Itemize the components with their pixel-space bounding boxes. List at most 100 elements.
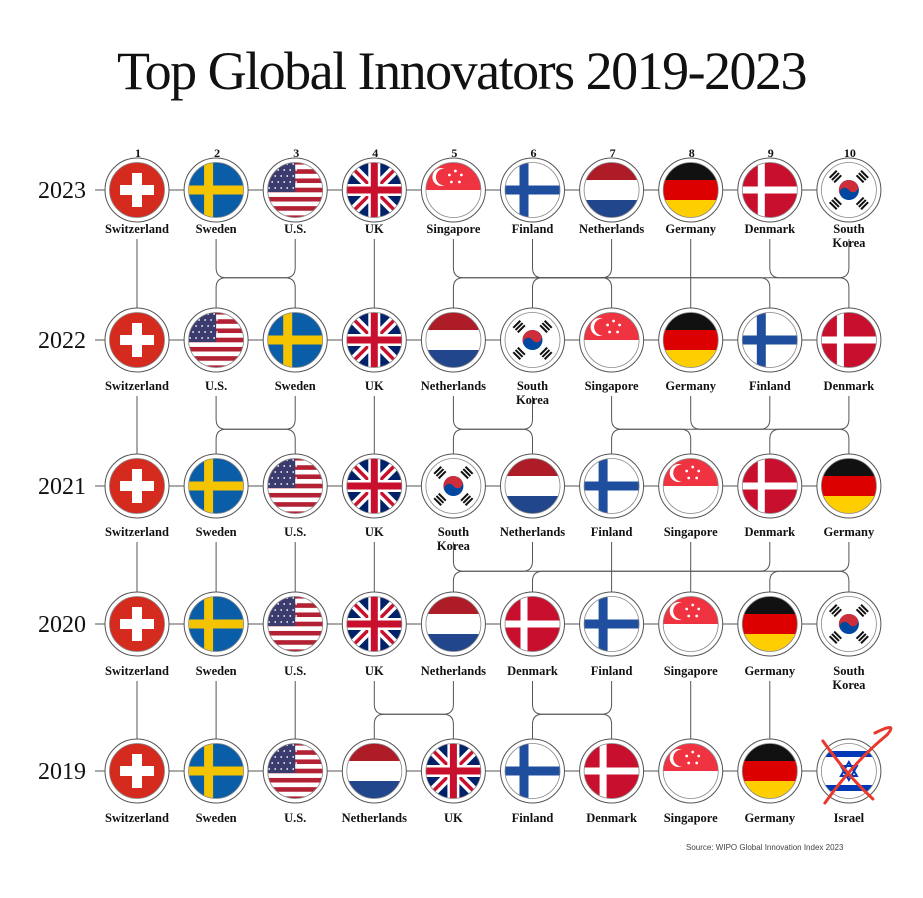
- link-finland-2020: [532, 681, 613, 744]
- flag-finland-2019: [500, 738, 565, 804]
- link-singapore-2022: [611, 396, 692, 459]
- country-label: South: [517, 379, 548, 393]
- flag-netherlands-2019: [341, 738, 407, 804]
- flag-sweden-2022: [262, 307, 328, 373]
- year-label-2021: 2021: [38, 474, 86, 500]
- link-finland-2022: [611, 396, 771, 459]
- country-label: Sweden: [196, 222, 237, 236]
- country-label: Finland: [591, 525, 633, 539]
- rank-label: 7: [610, 146, 616, 160]
- rank-label: 4: [372, 146, 378, 160]
- country-label: Germany: [665, 379, 716, 393]
- country-label: Singapore: [426, 222, 480, 236]
- country-label: Singapore: [664, 525, 718, 539]
- link-sweden-2022: [215, 396, 296, 459]
- flag-uk-2023: [341, 157, 407, 223]
- flag-germany-2020: [737, 591, 803, 657]
- link-denmark-2021: [532, 542, 771, 597]
- country-label: Finland: [512, 811, 554, 825]
- flag-denmark-2022: [816, 307, 882, 373]
- flag-singapore-2020: [658, 591, 724, 657]
- rank-label: 2: [214, 146, 220, 160]
- country-label: Netherlands: [421, 664, 486, 678]
- rank-label: 3: [293, 146, 299, 160]
- flag-singapore-2022: [579, 307, 645, 373]
- country-label: Denmark: [744, 222, 795, 236]
- chart-links: [136, 239, 850, 744]
- country-label: Singapore: [585, 379, 639, 393]
- link-denmark-2023: [769, 239, 850, 313]
- flag-sweden-2023: [183, 157, 249, 223]
- country-label: Sweden: [196, 525, 237, 539]
- flag-south-korea-2022: [500, 307, 565, 373]
- flag-netherlands-2023: [579, 157, 645, 223]
- country-label: Finland: [512, 222, 554, 236]
- chart-nodes: 2023 Switzerland Sweden U.S. UK Singapore Finl…: [38, 157, 893, 825]
- country-label: Netherlands: [421, 379, 486, 393]
- rank-label: 5: [451, 146, 457, 160]
- link-finland-2023: [532, 239, 771, 313]
- country-label: Switzerland: [105, 525, 169, 539]
- flag-finland-2020: [579, 591, 645, 657]
- flag-uk-2021: [341, 453, 407, 519]
- flag-south-korea-2021: [420, 453, 486, 519]
- country-label: Korea: [832, 236, 866, 250]
- link-netherlands-2020: [373, 681, 454, 744]
- rank-label: 10: [844, 146, 856, 160]
- country-label: U.S.: [284, 525, 306, 539]
- link-u-s-2023: [215, 239, 296, 313]
- chart-title: Top Global Innovators 2019-2023: [116, 41, 808, 101]
- flag-uk-2020: [341, 591, 407, 657]
- country-label: Finland: [749, 379, 791, 393]
- country-label: UK: [365, 525, 384, 539]
- link-denmark-2022: [769, 396, 850, 459]
- flag-netherlands-2022: [420, 307, 486, 373]
- country-label: Netherlands: [579, 222, 644, 236]
- flag-singapore-2021: [658, 453, 724, 519]
- country-label: UK: [444, 811, 463, 825]
- country-label: Sweden: [196, 664, 237, 678]
- flag-switzerland-2023: [104, 157, 170, 223]
- rank-label: 1: [135, 146, 141, 160]
- flag-sweden-2020: [183, 591, 249, 657]
- link-netherlands-2023: [452, 239, 613, 313]
- country-label: U.S.: [205, 379, 227, 393]
- country-label: Israel: [834, 811, 865, 825]
- flag-denmark-2019: [579, 738, 645, 804]
- flag-denmark-2023: [737, 157, 803, 223]
- link-sweden-2023: [215, 239, 296, 313]
- flag-denmark-2021: [737, 453, 803, 519]
- country-label: Singapore: [664, 811, 718, 825]
- country-label: U.S.: [284, 222, 306, 236]
- country-label: South: [833, 664, 864, 678]
- flag-singapore-2019: [658, 738, 724, 804]
- cross-out-mark: [821, 726, 893, 805]
- link-south-korea-2023: [532, 239, 850, 313]
- country-label: Sweden: [275, 379, 316, 393]
- country-label: UK: [365, 664, 384, 678]
- link-denmark-2020: [532, 681, 613, 744]
- country-label: Netherlands: [342, 811, 407, 825]
- country-label: Denmark: [824, 379, 875, 393]
- flag-switzerland-2022: [104, 307, 170, 373]
- flag-switzerland-2021: [104, 453, 170, 519]
- flag-u-s-2021: [262, 453, 328, 519]
- flag-germany-2019: [737, 738, 803, 804]
- rank-label: 9: [768, 146, 774, 160]
- flag-finland-2021: [579, 453, 645, 519]
- year-label-2019: 2019: [38, 759, 86, 785]
- flag-switzerland-2020: [104, 591, 170, 657]
- country-label: Sweden: [196, 811, 237, 825]
- country-label: UK: [365, 379, 384, 393]
- country-label: Korea: [437, 539, 471, 553]
- country-label: Switzerland: [105, 811, 169, 825]
- country-label: Germany: [824, 525, 875, 539]
- country-label: Denmark: [586, 811, 637, 825]
- country-label: Korea: [516, 393, 550, 407]
- flag-finland-2022: [737, 307, 803, 373]
- flag-south-korea-2023: [816, 157, 882, 223]
- rank-label: 8: [689, 146, 695, 160]
- country-label: Germany: [665, 222, 716, 236]
- flag-finland-2023: [500, 157, 565, 223]
